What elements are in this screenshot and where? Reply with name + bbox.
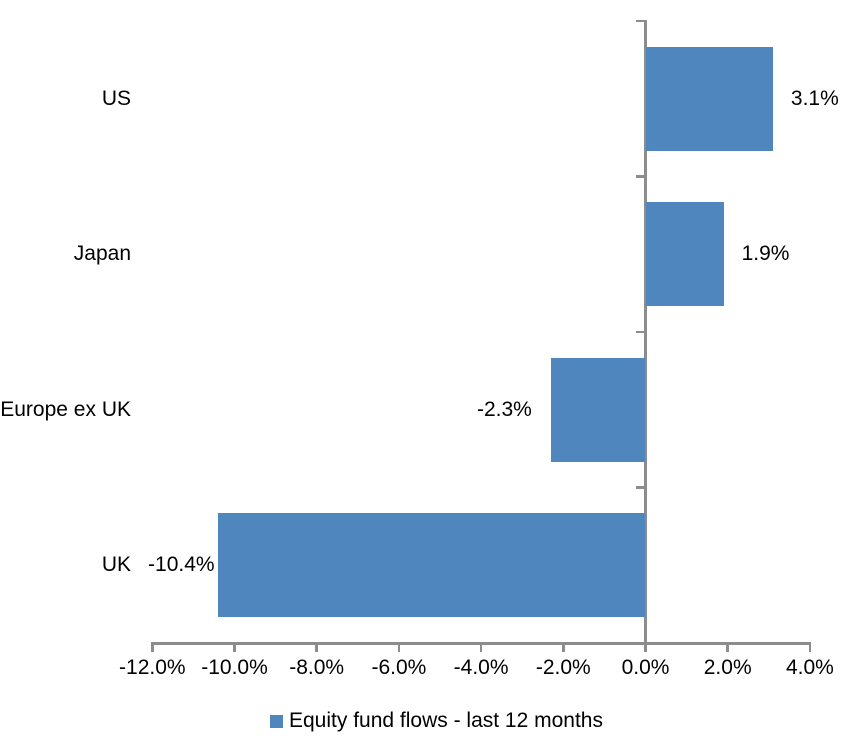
data-label: 3.1%: [790, 86, 839, 110]
data-label: -2.3%: [476, 397, 532, 421]
category-label: US: [101, 86, 131, 110]
x-axis-tick: [644, 643, 647, 652]
y-axis-tick: [635, 19, 645, 23]
x-tick-label: -2.0%: [535, 656, 591, 679]
legend-swatch-icon: [270, 714, 283, 728]
x-axis-tick: [726, 643, 729, 652]
x-axis-tick: [479, 643, 483, 652]
data-label: -10.4%: [148, 553, 215, 577]
x-tick-label: -6.0%: [371, 656, 427, 679]
x-tick-label: 2.0%: [703, 656, 752, 679]
y-axis-tick: [635, 330, 645, 334]
y-axis-line: [644, 19, 647, 652]
legend-label: Equity fund flows - last 12 months: [289, 709, 603, 732]
category-label: Japan: [73, 242, 131, 266]
x-tick-label: -8.0%: [289, 656, 345, 679]
bar-japan: [645, 202, 724, 307]
x-axis-tick: [315, 643, 318, 652]
x-axis-tick: [808, 643, 812, 652]
x-axis-tick: [233, 643, 236, 652]
x-tick-label: 0.0%: [621, 656, 670, 679]
x-axis-tick: [151, 643, 154, 652]
x-tick-label: -12.0%: [119, 656, 186, 679]
x-axis-tick: [397, 643, 401, 652]
bar-europe-ex-uk: [550, 357, 646, 462]
x-axis-tick: [562, 643, 565, 652]
x-tick-label: -10.0%: [201, 656, 268, 679]
category-label: Europe ex UK: [0, 397, 131, 421]
x-tick-label: -4.0%: [453, 656, 509, 679]
y-axis-tick: [635, 175, 645, 178]
legend: Equity fund flows - last 12 months: [270, 708, 603, 734]
category-label: UK: [101, 553, 131, 577]
bar-us: [645, 46, 773, 151]
y-axis-tick: [635, 486, 645, 489]
bar-uk: [218, 513, 646, 618]
x-tick-label: 4.0%: [785, 656, 834, 679]
data-label: 1.9%: [741, 242, 790, 266]
